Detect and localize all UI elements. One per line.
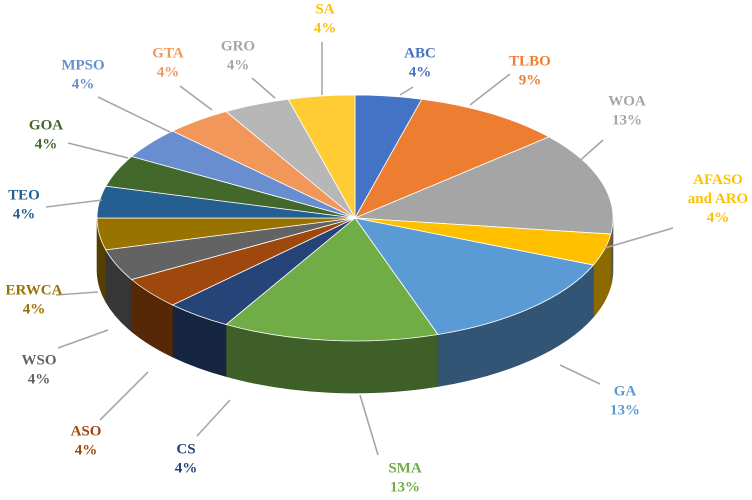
slice-label-tlbo: TLBO 9% bbox=[509, 54, 551, 89]
slice-name-aso: ASO bbox=[71, 424, 102, 440]
leader-line-goa bbox=[67, 142, 129, 159]
slice-label-gro: GRO 4% bbox=[221, 39, 255, 74]
slice-label-afaso-and-aro: AFASO and ARO 4% bbox=[688, 172, 748, 226]
slice-percent-woa: 13% bbox=[612, 113, 642, 129]
slice-label-cs: CS 4% bbox=[175, 442, 198, 477]
leader-line-teo bbox=[45, 199, 103, 208]
slice-label-mpso: MPSO 4% bbox=[61, 58, 104, 93]
slice-name-ga: GA bbox=[614, 384, 637, 400]
leader-line-wso bbox=[57, 329, 109, 349]
leader-line-ga bbox=[559, 364, 601, 385]
slice-label-goa: GOA 4% bbox=[29, 118, 63, 153]
slice-name-afaso-and-aro: and ARO bbox=[688, 191, 748, 207]
slice-name-gta: GTA bbox=[152, 46, 184, 62]
slice-name-gro: GRO bbox=[221, 39, 255, 55]
slice-name-cs: CS bbox=[176, 442, 195, 458]
leader-line-mpso bbox=[97, 96, 171, 133]
slice-percent-teo: 4% bbox=[13, 207, 36, 223]
slice-percent-abc: 4% bbox=[409, 65, 432, 81]
slice-label-erwca: ERWCA 4% bbox=[6, 283, 63, 318]
slice-percent-goa: 4% bbox=[35, 137, 58, 153]
slice-percent-afaso-and-aro: 4% bbox=[707, 210, 730, 226]
slice-percent-gro: 4% bbox=[227, 58, 250, 74]
slice-name-teo: TEO bbox=[8, 188, 40, 204]
leader-lines bbox=[45, 42, 674, 456]
slice-percent-cs: 4% bbox=[175, 461, 198, 477]
pie-slice-tlbo bbox=[354, 98, 550, 219]
slice-percent-gta: 4% bbox=[157, 65, 180, 81]
slice-name-abc: ABC bbox=[404, 46, 436, 62]
pie-slice-woa bbox=[354, 136, 614, 235]
slice-percent-erwca: 4% bbox=[23, 302, 46, 318]
leader-line-gta bbox=[179, 85, 213, 111]
slice-label-sa: SA 4% bbox=[314, 2, 337, 37]
pie-slice-sa bbox=[287, 94, 356, 220]
slice-name-afaso-and-aro: AFASO bbox=[693, 172, 743, 188]
slice-percent-sma: 13% bbox=[390, 480, 420, 496]
leader-line-woa bbox=[574, 139, 604, 166]
slice-label-teo: TEO 4% bbox=[8, 188, 40, 223]
slice-percent-sa: 4% bbox=[314, 21, 337, 37]
slice-percent-aso: 4% bbox=[75, 443, 98, 459]
pie-top-faces bbox=[96, 94, 614, 342]
slice-name-goa: GOA bbox=[29, 118, 63, 134]
slice-label-sma: SMA 13% bbox=[388, 461, 422, 496]
slice-label-abc: ABC 4% bbox=[404, 46, 436, 81]
leader-line-sma bbox=[359, 394, 379, 456]
slice-label-gta: GTA 4% bbox=[152, 46, 184, 81]
leader-line-afaso-and-aro bbox=[604, 227, 674, 249]
leader-line-cs bbox=[196, 399, 231, 437]
slice-name-mpso: MPSO bbox=[61, 58, 104, 74]
slice-name-tlbo: TLBO bbox=[509, 54, 551, 70]
leader-line-aso bbox=[99, 371, 149, 421]
slice-label-aso: ASO 4% bbox=[71, 424, 102, 459]
slice-name-sa: SA bbox=[315, 2, 334, 18]
slice-label-wso: WSO 4% bbox=[21, 353, 56, 388]
slice-label-woa: WOA 13% bbox=[608, 94, 646, 129]
pie-side-walls bbox=[96, 217, 614, 394]
slice-percent-ga: 13% bbox=[610, 403, 640, 419]
pie-slice-ga bbox=[354, 217, 595, 335]
slice-percent-tlbo: 9% bbox=[519, 73, 542, 89]
leader-line-gro bbox=[251, 77, 276, 99]
slice-percent-mpso: 4% bbox=[72, 77, 95, 93]
slice-label-ga: GA 13% bbox=[610, 384, 640, 419]
leader-line-erwca bbox=[55, 291, 99, 296]
slice-percent-wso: 4% bbox=[28, 372, 51, 388]
pie-slice-sma bbox=[225, 217, 439, 342]
leader-line-abc bbox=[399, 86, 414, 96]
slice-name-woa: WOA bbox=[608, 94, 646, 110]
leader-line-tlbo bbox=[469, 73, 511, 106]
slice-name-wso: WSO bbox=[21, 353, 56, 369]
slice-name-sma: SMA bbox=[388, 461, 422, 477]
slice-labels: ABC 4% TLBO 9% WOA 13% AFASO and ARO 4% GA 13% SMA 1… bbox=[6, 2, 749, 496]
slice-name-erwca: ERWCA bbox=[6, 283, 63, 299]
